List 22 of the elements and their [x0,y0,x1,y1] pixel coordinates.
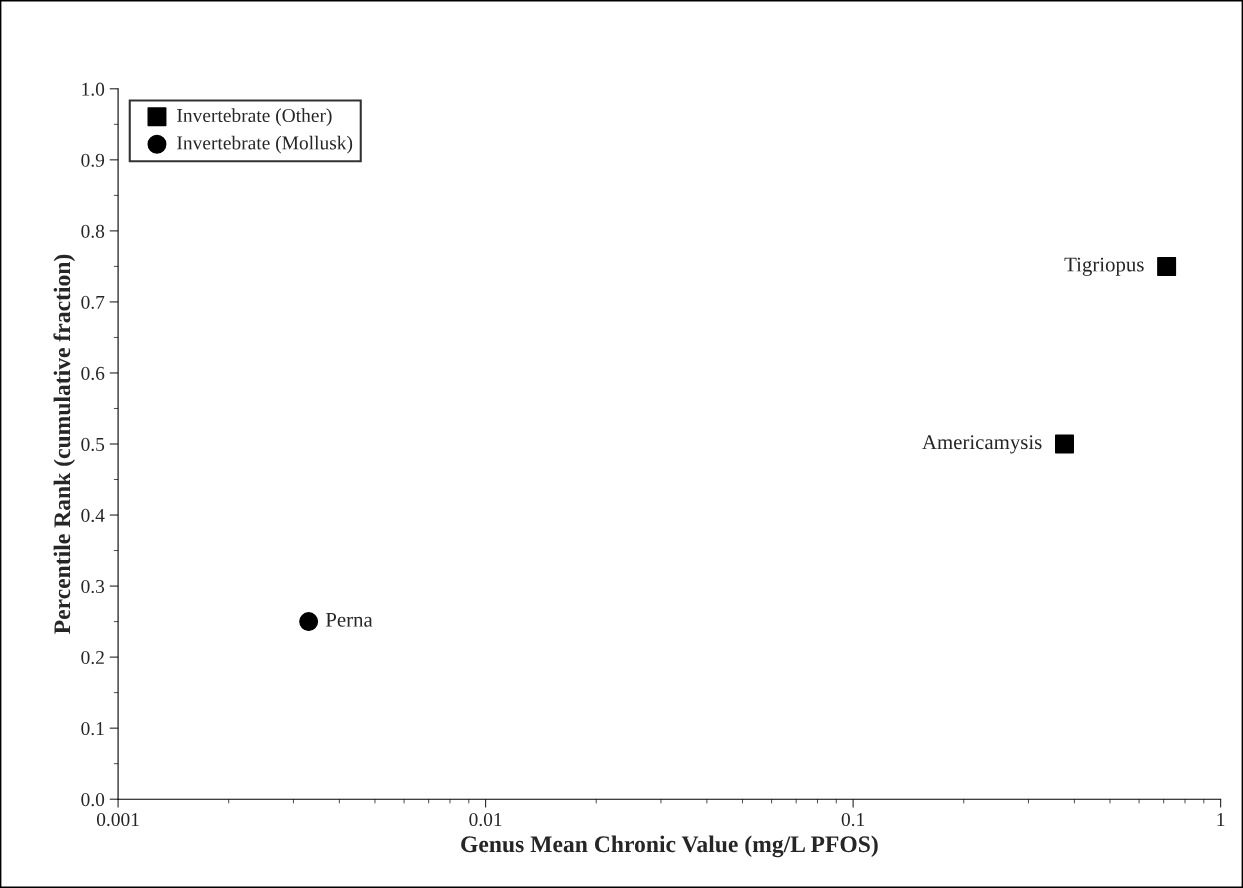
x-tick-label: 0.01 [469,812,502,827]
y-tick-label: 0.9 [81,153,105,167]
y-tick-label: 0.4 [81,508,105,523]
x-tick-label: 1 [1217,813,1225,826]
y-tick-label: 0.6 [81,366,105,380]
y-tick-label: 1.0 [82,82,105,96]
y-tick-label: 0.8 [81,224,105,238]
annotation: Perna [325,612,373,627]
y-tick-label: 0.3 [81,579,105,594]
legend-label: Invertebrate (Mollusk) [177,135,353,154]
y-tick-label: 0.2 [81,650,104,665]
x-tick-label: 0.001 [96,812,139,827]
y-axis-title: Percentile Rank (cumulative fraction) [53,254,76,634]
legend-label: Invertebrate (Other) [177,108,332,126]
annotation: Tigriopus [1064,257,1144,276]
annotation: Americamysis [922,435,1042,454]
y-tick-label: 0.7 [81,295,105,309]
y-tick-label: 0.5 [81,437,105,452]
y-tick-label: 0.0 [81,793,105,807]
y-tick-label: 0.1 [81,721,104,736]
x-axis-title: Genus Mean Chronic Value (mg/L PFOS) [461,835,878,858]
x-tick-label: 0.1 [841,812,865,827]
